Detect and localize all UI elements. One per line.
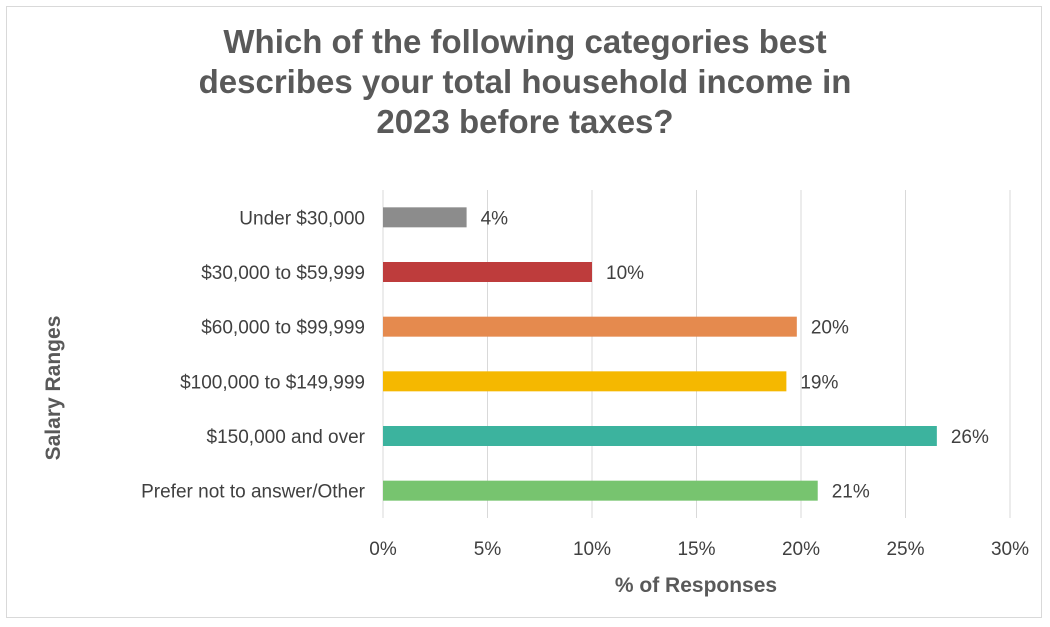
category-label: Under $30,000 — [239, 208, 365, 229]
category-label: $150,000 and over — [207, 427, 366, 448]
x-tick-label: 15% — [677, 539, 715, 560]
x-tick-label: 10% — [573, 539, 611, 560]
labels: 0% 5% 10% 15% 20% 25% 30% Under $30,000 4% $30,00… — [141, 208, 1029, 560]
y-axis-title: Salary Ranges — [42, 316, 65, 461]
data-label: 21% — [832, 482, 870, 503]
category-label: $100,000 to $149,999 — [180, 372, 365, 393]
data-label: 4% — [481, 208, 509, 229]
data-label: 19% — [800, 372, 838, 393]
x-tick-label: 30% — [991, 539, 1029, 560]
x-tick-label: 20% — [782, 539, 820, 560]
category-label: $30,000 to $59,999 — [201, 263, 365, 284]
chart-title-line-2: describes your total household income in — [198, 63, 852, 100]
bar — [383, 207, 467, 228]
data-label: 26% — [951, 427, 989, 448]
bars — [383, 207, 937, 501]
x-tick-label: 25% — [886, 539, 924, 560]
chart-title: Which of the following categories best d… — [0, 22, 1050, 142]
bar — [383, 480, 818, 501]
chart-title-line-3: 2023 before taxes? — [376, 103, 674, 140]
chart-frame — [6, 6, 1042, 618]
x-tick-label: 0% — [369, 539, 397, 560]
category-label: $60,000 to $99,999 — [201, 318, 365, 339]
x-axis-title: % of Responses — [615, 574, 777, 597]
bar — [383, 426, 937, 446]
x-tick-label: 5% — [474, 539, 502, 560]
bar — [383, 371, 787, 392]
data-label: 10% — [606, 263, 644, 284]
gridlines — [382, 190, 1011, 518]
category-label: Prefer not to answer/Other — [141, 482, 366, 503]
chart-title-line-1: Which of the following categories best — [223, 23, 827, 60]
bar — [383, 262, 592, 282]
bar — [383, 316, 797, 337]
data-label: 20% — [811, 318, 849, 339]
